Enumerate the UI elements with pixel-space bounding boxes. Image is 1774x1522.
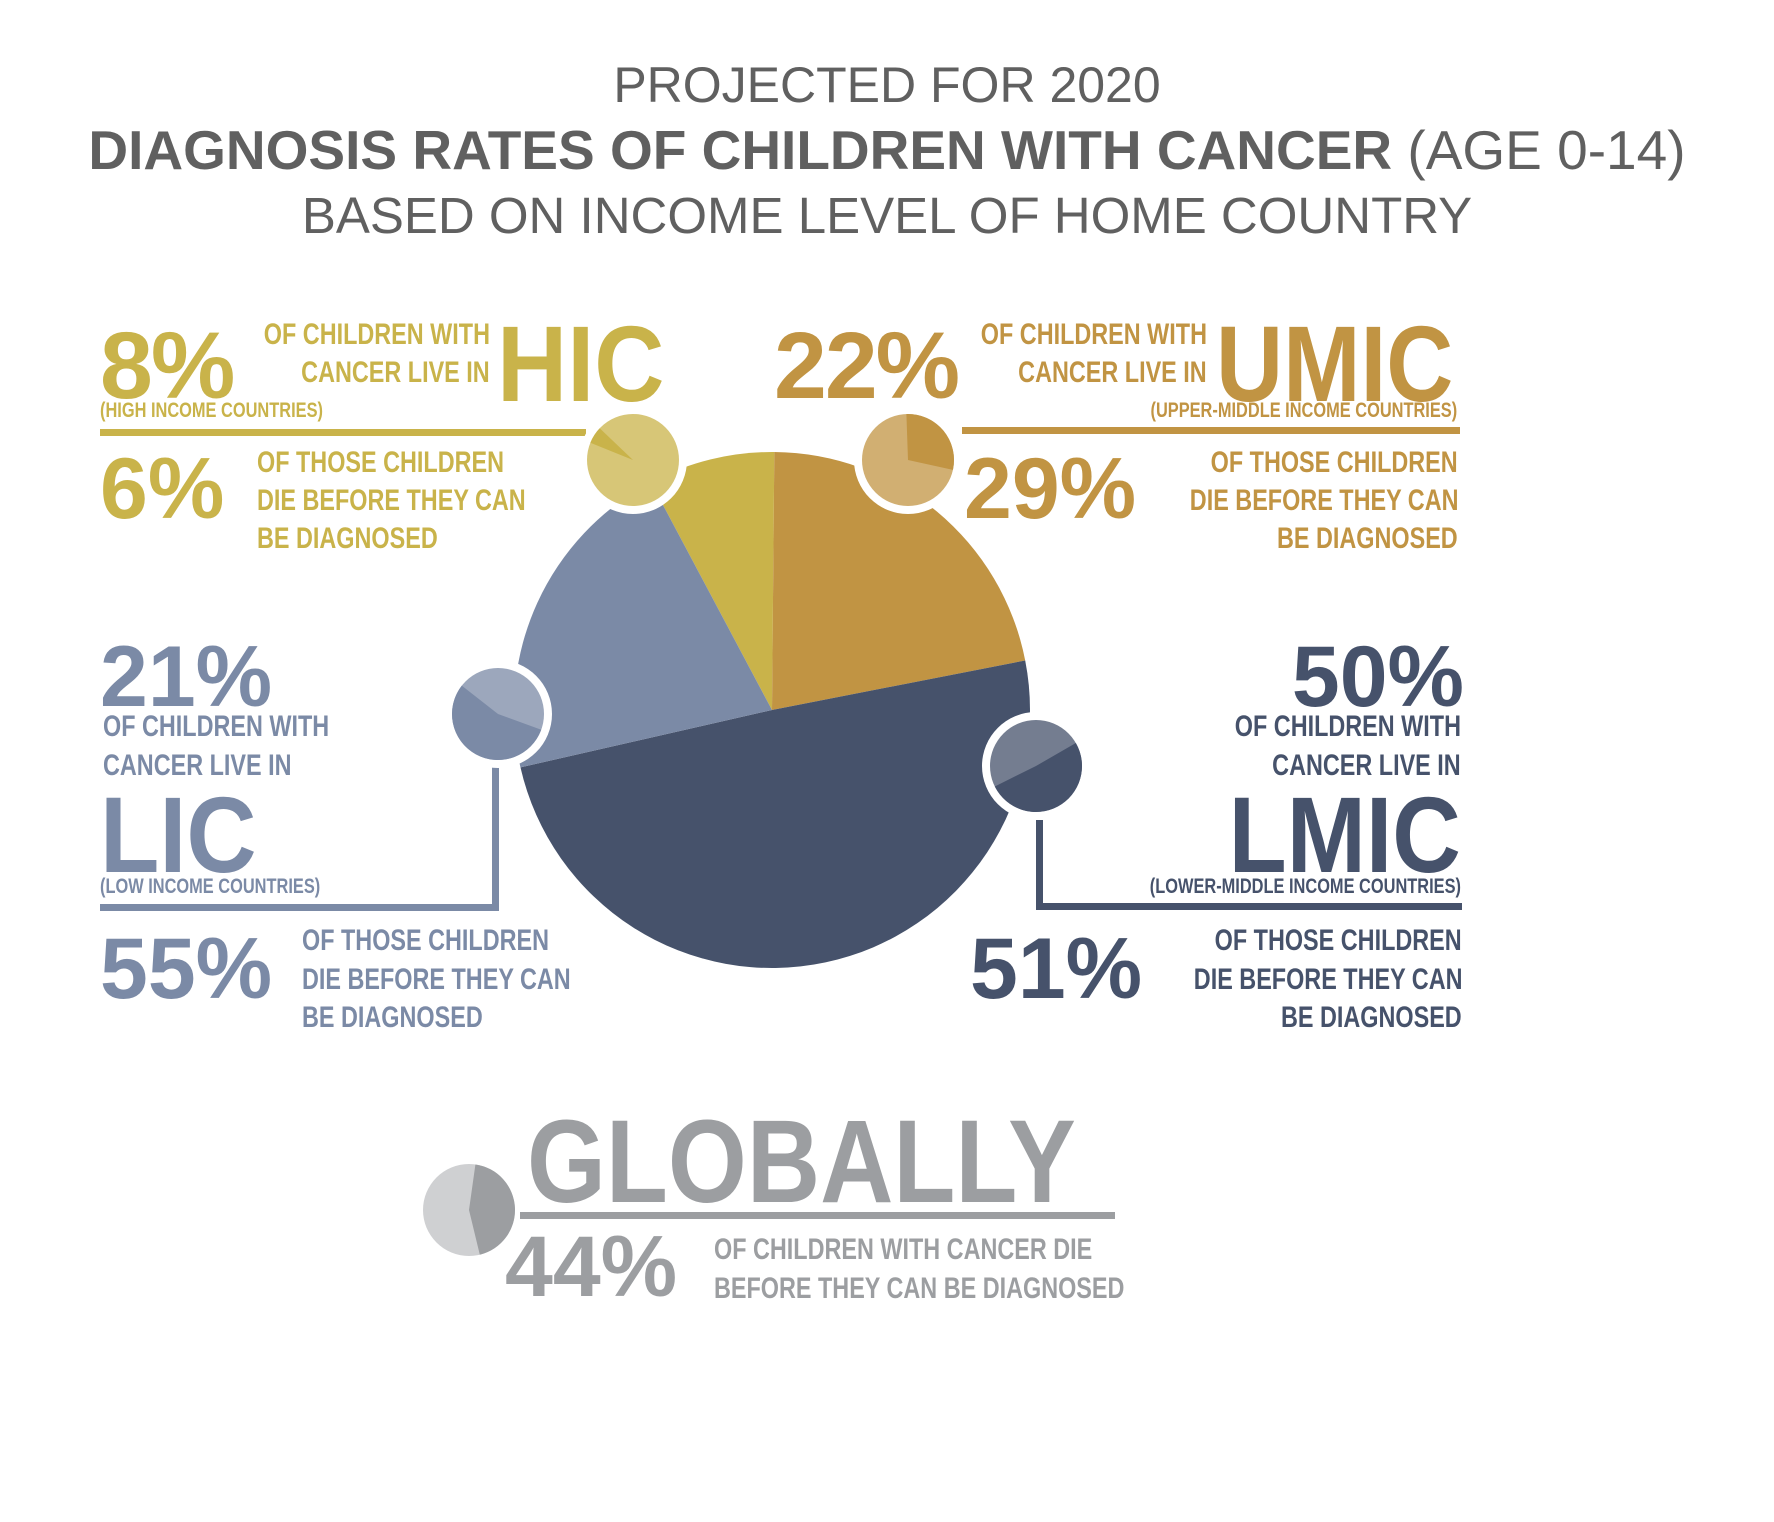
hic-slice — [650, 452, 775, 710]
hic-death-rate: 6% — [100, 441, 225, 537]
lmic-code: LMIC — [1228, 774, 1461, 895]
lmic-rule-vertical — [1036, 820, 1043, 910]
lic-share: 21% — [100, 629, 273, 725]
umic-death-caption-2: DIE BEFORE THEY CAN — [1189, 484, 1458, 517]
umic-caption-line-2: CANCER LIVE IN — [1018, 356, 1207, 389]
lmic-death-caption-1: OF THOSE CHILDREN — [1214, 924, 1462, 957]
lic-caption-line-1: OF CHILDREN WITH — [103, 710, 330, 743]
umic-death-caption-3: BE DIAGNOSED — [1277, 522, 1458, 555]
hic-death-caption-1: OF THOSE CHILDREN — [257, 446, 505, 479]
lic-death-caption-1: OF THOSE CHILDREN — [302, 924, 550, 957]
umic-death-caption-1: OF THOSE CHILDREN — [1210, 446, 1458, 479]
lmic-death-caption-2: DIE BEFORE THEY CAN — [1193, 963, 1462, 996]
hic-rule — [100, 429, 586, 436]
lic-rule-vertical — [492, 765, 499, 910]
global-caption-line-2: BEFORE THEY CAN BE DIAGNOSED — [714, 1272, 1125, 1305]
lic-death-caption-2: DIE BEFORE THEY CAN — [302, 963, 571, 996]
umic-rule — [962, 427, 1460, 434]
lmic-rule — [1036, 903, 1462, 910]
umic-caption: OF CHILDREN WITH CANCER LIVE IN — [962, 318, 1207, 398]
hic-code: HIC — [497, 303, 665, 424]
hic-caption-line-2: CANCER LIVE IN — [301, 356, 490, 389]
hic-caption: OF CHILDREN WITH CANCER LIVE IN — [245, 318, 490, 398]
lmic-caption-line-2: CANCER LIVE IN — [1272, 749, 1461, 782]
lmic-caption-line-1: OF CHILDREN WITH — [1234, 710, 1461, 743]
umic-caption-line-1: OF CHILDREN WITH — [980, 318, 1207, 351]
lmic-death-caption-3: BE DIAGNOSED — [1281, 1001, 1462, 1034]
hic-full-name: (HIGH INCOME COUNTRIES) — [100, 399, 323, 422]
umic-code: UMIC — [1216, 303, 1454, 424]
lmic-death-rate: 51% — [970, 921, 1143, 1017]
hic-mini-pie-undiagnosed-slice — [590, 428, 633, 460]
lmic-full-name: (LOWER-MIDDLE INCOME COUNTRIES) — [1149, 875, 1461, 898]
lic-rule — [100, 904, 499, 911]
title-line-2-bold: DIAGNOSIS RATES OF CHILDREN WITH CANCER — [88, 119, 1393, 181]
hic-share: 8% — [100, 313, 235, 419]
title-line-1: PROJECTED FOR 2020 — [613, 57, 1161, 113]
lic-mini-pie-undiagnosed-slice — [452, 685, 542, 761]
title-line-2-rest: (AGE 0-14) — [1392, 119, 1686, 181]
umic-share: 22% — [774, 313, 960, 419]
hic-death-caption-2: DIE BEFORE THEY CAN — [257, 484, 526, 517]
global-mini-pie-undiagnosed-slice — [469, 1164, 516, 1255]
umic-slice — [772, 452, 1026, 710]
global-death-rate: 44% — [505, 1219, 678, 1315]
title-line-2: DIAGNOSIS RATES OF CHILDREN WITH CANCER … — [0, 118, 1774, 182]
lic-full-name: (LOW INCOME COUNTRIES) — [100, 875, 321, 898]
lmic-share: 50% — [1291, 629, 1464, 725]
lmic-mini-pie-undiagnosed-slice — [994, 743, 1083, 813]
lic-slice — [514, 482, 772, 768]
hic-death-caption-3: BE DIAGNOSED — [257, 522, 438, 555]
lic-code: LIC — [100, 774, 257, 895]
global-heading: GLOBALLY — [527, 1096, 1076, 1228]
lic-death-rate: 55% — [100, 921, 273, 1017]
umic-full-name: (UPPER-MIDDLE INCOME COUNTRIES) — [1150, 399, 1457, 422]
title-line-3: BASED ON INCOME LEVEL OF HOME COUNTRY — [301, 187, 1473, 244]
global-caption-line-1: OF CHILDREN WITH CANCER DIE — [714, 1233, 1093, 1266]
lic-caption-line-2: CANCER LIVE IN — [103, 749, 292, 782]
umic-death-rate: 29% — [964, 441, 1137, 537]
hic-caption-line-1: OF CHILDREN WITH — [263, 318, 490, 351]
lic-death-caption-3: BE DIAGNOSED — [302, 1001, 483, 1034]
global-rule — [520, 1212, 1115, 1219]
lmic-slice — [520, 660, 1030, 969]
umic-mini-pie-undiagnosed-slice — [906, 414, 955, 470]
